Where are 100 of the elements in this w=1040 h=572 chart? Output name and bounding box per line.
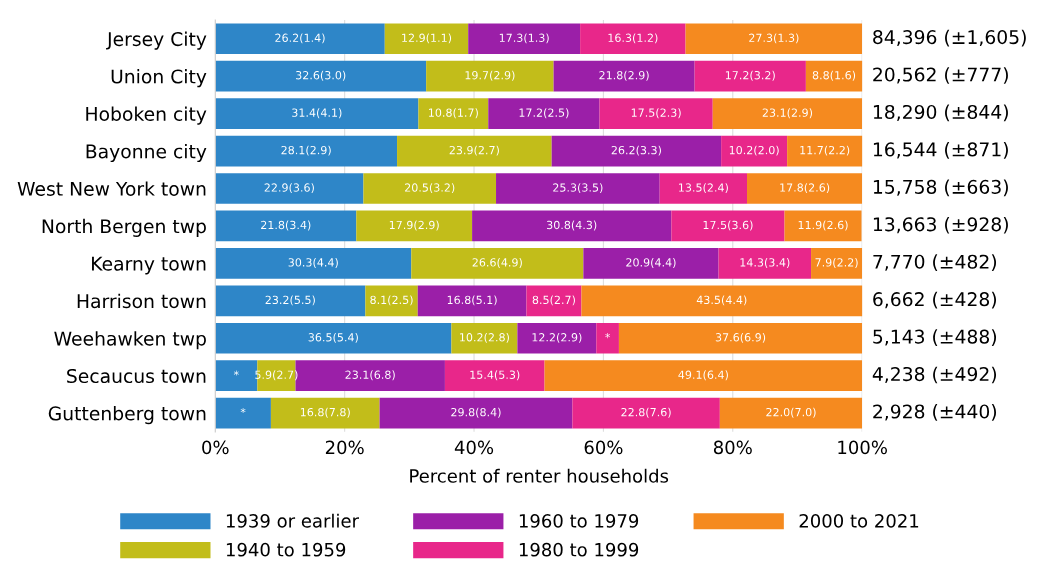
bar — [551, 135, 722, 167]
data-label: 17.8(2.6) — [780, 183, 830, 194]
y-tick-label: Guttenberg town — [48, 406, 206, 425]
data-label: 10.8(1.7) — [429, 108, 478, 119]
data-label: 30.8(4.3) — [547, 220, 597, 231]
data-label: 8.8(1.6) — [812, 70, 856, 81]
bar — [572, 397, 720, 429]
bar — [411, 248, 584, 279]
y-tick-label: Bayonne city — [86, 143, 207, 163]
data-label: 16.3(1.2) — [608, 33, 658, 44]
data-label: 36.5(5.4) — [308, 332, 358, 343]
y-tick-label: Hoboken city — [86, 106, 207, 125]
bar — [397, 135, 552, 167]
bar — [215, 173, 364, 204]
data-label: 16.8(7.8) — [300, 407, 350, 418]
bar — [580, 23, 686, 55]
data-label: 10.2(2.0) — [729, 145, 779, 156]
x-tick-label: 0% — [202, 440, 229, 455]
bar — [417, 285, 527, 317]
x-tick-label: 80% — [713, 440, 752, 455]
data-label: 21.8(3.4) — [261, 220, 311, 231]
data-label: 20.5(3.2) — [405, 183, 455, 194]
data-label: 22.0(7.0) — [766, 407, 816, 418]
legend-label: 1939 or earlier — [226, 513, 359, 528]
legend-label: 2000 to 2021 — [799, 514, 919, 528]
bar — [694, 60, 806, 92]
data-label: 37.6(6.9) — [715, 332, 766, 343]
bar — [517, 322, 597, 354]
legend-label: 1940 to 1959 — [226, 542, 346, 557]
text: 13,663 (±928) — [873, 216, 1008, 234]
text: 84,396 (±1,605) — [873, 29, 1026, 47]
data-label: 22.9(3.6) — [264, 183, 314, 194]
y-tick-label: Weehawken twp — [54, 331, 206, 350]
text: 15,758 (±663) — [873, 179, 1008, 197]
bar — [488, 98, 600, 129]
data-label: 30.3(4.4) — [288, 258, 338, 268]
bar — [712, 98, 863, 129]
y-tick-label: Union City — [111, 69, 207, 88]
x-tick-label: 100% — [838, 440, 887, 455]
x-tick-label: 20% — [325, 440, 364, 455]
bar — [718, 248, 812, 279]
bar — [379, 397, 573, 429]
data-label: 11.9(2.6) — [798, 220, 848, 231]
bar — [215, 98, 419, 129]
text: 20,562 (±777) — [873, 67, 1008, 84]
bar — [784, 210, 862, 242]
data-label: 49.1(6.4) — [678, 370, 728, 381]
bar — [426, 60, 554, 92]
data-label: 23.9(2.7) — [449, 145, 499, 156]
data-label: 17.5(3.6) — [703, 220, 753, 231]
bar — [496, 173, 660, 204]
y-tick-label: West New York town — [17, 181, 206, 196]
bar — [805, 60, 863, 92]
data-label: 16.8(5.1) — [447, 295, 497, 306]
bar — [599, 98, 713, 129]
bar — [215, 248, 412, 279]
bar — [526, 285, 582, 317]
x-tick-label: 60% — [584, 440, 623, 455]
bar — [363, 173, 497, 204]
data-label: * — [240, 407, 246, 414]
y-tick-label: Jersey City — [106, 31, 207, 50]
data-label: 8.1(2.5) — [370, 295, 413, 306]
bar — [553, 60, 695, 92]
bar — [787, 135, 863, 167]
text: 16,544 (±871) — [873, 142, 1008, 159]
bar — [418, 98, 489, 129]
text: 5,143 (±488) — [873, 329, 997, 346]
data-label: 8.5(2.7) — [532, 295, 575, 306]
data-label: 26.2(1.4) — [275, 33, 325, 44]
data-label: 15.4(5.3) — [470, 370, 520, 381]
y-tick-label: North Bergen twp — [42, 218, 206, 237]
bar — [618, 322, 863, 354]
bar — [811, 248, 863, 279]
bar — [215, 23, 385, 55]
data-label: 20.9(4.4) — [626, 258, 676, 268]
data-label: 29.8(8.4) — [451, 407, 501, 418]
bar — [468, 23, 581, 55]
text: 18,290 (±844) — [873, 104, 1008, 122]
bar — [581, 285, 863, 317]
data-label: * — [233, 370, 239, 376]
bar — [356, 210, 473, 242]
bar — [747, 173, 863, 204]
x-tick-label: 40% — [454, 440, 494, 455]
data-label: 14.3(3.4) — [740, 258, 790, 268]
text: 7,770 (±482) — [873, 254, 997, 272]
y-tick-label: Secaucus town — [67, 368, 206, 384]
data-label: * — [605, 333, 611, 339]
bar — [544, 360, 863, 392]
data-label: 19.7(2.9) — [465, 70, 515, 81]
data-label: 22.8(7.6) — [621, 407, 671, 418]
data-label: 21.8(2.9) — [599, 70, 649, 81]
data-label: 32.6(3.0) — [296, 70, 346, 81]
data-label: 13.5(2.4) — [679, 183, 728, 194]
data-label: 7.9(2.2) — [815, 258, 858, 268]
bar — [444, 360, 545, 392]
bar — [596, 322, 619, 354]
text: 4,238 (±492) — [872, 366, 997, 384]
data-label: 12.9(1.1) — [402, 33, 452, 44]
bar — [451, 322, 518, 354]
bar — [472, 210, 672, 242]
